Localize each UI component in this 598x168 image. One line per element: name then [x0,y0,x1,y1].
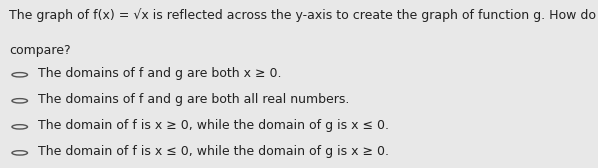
Text: The domain of f is x ≥ 0, while the domain of g is x ≤ 0.: The domain of f is x ≥ 0, while the doma… [38,119,389,132]
Text: The graph of f(x) = √x is reflected across the y-axis to create the graph of fun: The graph of f(x) = √x is reflected acro… [9,8,598,22]
Text: The domains of f and g are both x ≥ 0.: The domains of f and g are both x ≥ 0. [38,67,281,80]
Text: The domain of f is x ≤ 0, while the domain of g is x ≥ 0.: The domain of f is x ≤ 0, while the doma… [38,145,389,158]
Text: compare?: compare? [9,44,71,57]
Text: The domains of f and g are both all real numbers.: The domains of f and g are both all real… [38,93,349,106]
